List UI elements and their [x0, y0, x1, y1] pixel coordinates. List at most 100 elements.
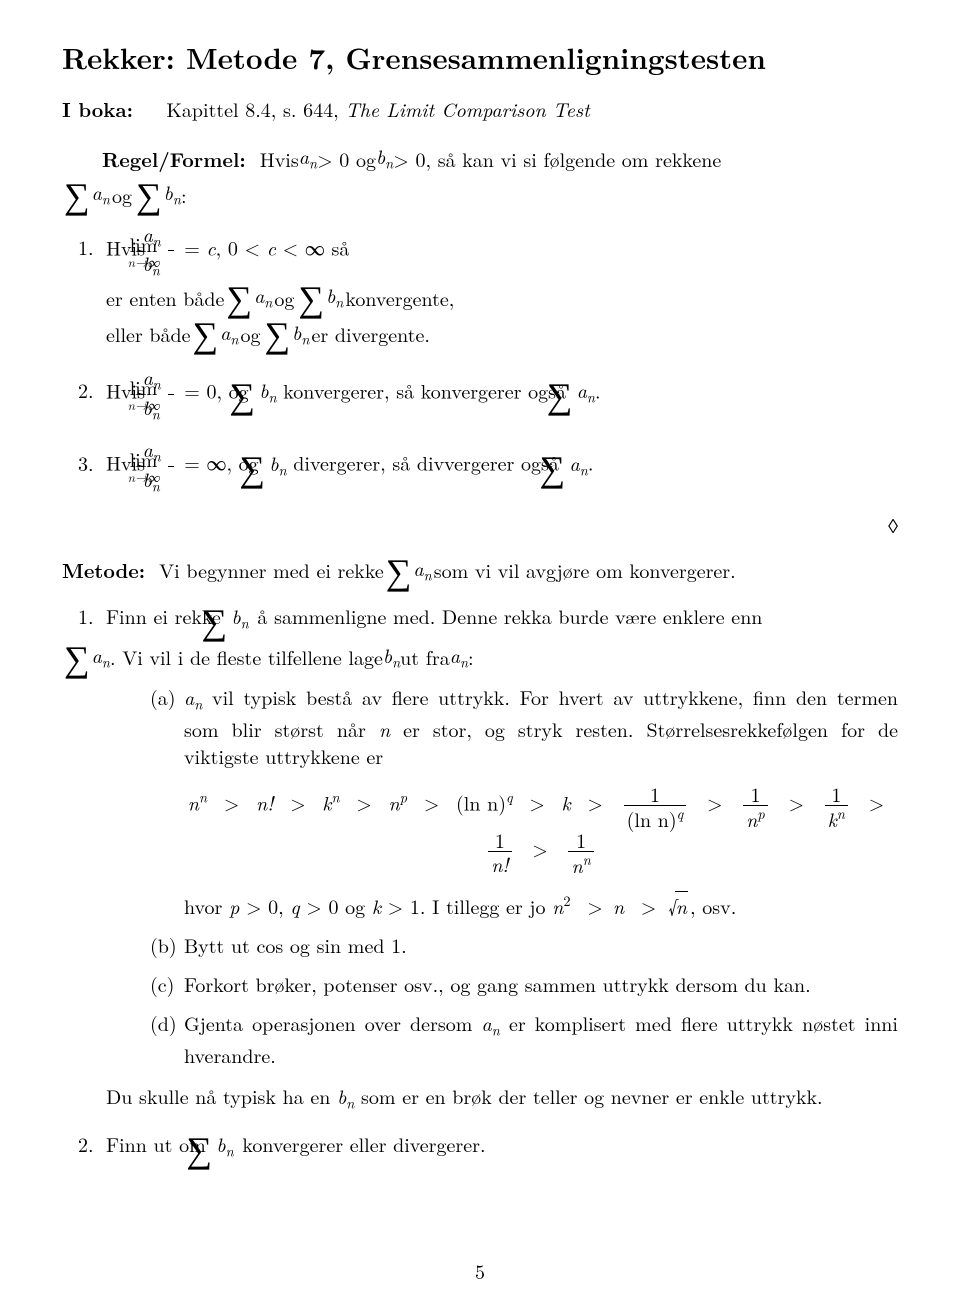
marker: 3.	[78, 449, 106, 476]
book-reference: I boka: Kapittel 8.4, s. 644, The Limit …	[62, 95, 898, 122]
sub-a-tail: hvor p > 0, q > 0 og k > 1. I tillegg er…	[184, 891, 898, 919]
sym-n: n	[613, 891, 624, 920]
marker: (a)	[150, 683, 184, 710]
sym-bn: bn	[259, 375, 276, 404]
sym-bn: bn	[337, 1081, 354, 1110]
txt: er divergente.	[311, 320, 429, 347]
method-item-2: 2.Finn ut om ∑bn konvergerer eller diver…	[62, 1130, 898, 1164]
sym-c: c	[206, 232, 215, 261]
sym-an: an	[220, 318, 238, 350]
v: k	[322, 787, 331, 816]
txt: > 0,	[239, 891, 290, 920]
sqrt-icon: n	[668, 891, 688, 919]
frac: 1 n!	[488, 829, 511, 874]
sub-d: (d)Gjenta operasjonen over dersom an er …	[106, 1009, 898, 1068]
sym-an: an	[450, 641, 468, 673]
marker: (d)	[150, 1009, 184, 1036]
page-number: 5	[0, 1257, 960, 1284]
method-label: Metode:	[62, 556, 145, 583]
ref-text-ital: The Limit Comparison Test	[345, 94, 589, 123]
txt: > 1. I tillegg er jo	[381, 891, 552, 920]
txt: .	[588, 448, 594, 477]
sum-icon: ∑	[64, 178, 90, 210]
frac: an bn	[168, 438, 174, 494]
sym-bn: bn	[269, 448, 286, 477]
txt: Hvis	[260, 145, 299, 172]
ref-label: I boka:	[62, 94, 133, 123]
sym-bn: bn	[376, 142, 393, 174]
rule-item-3: 3.Hvis limn→∞ an bn = ∞, og ∑bn diverger…	[62, 438, 898, 494]
end-of-rule-diamond-icon: ◊	[62, 511, 898, 538]
sym-bn: bn	[326, 281, 343, 313]
v: n	[388, 787, 399, 816]
txt: og	[241, 320, 261, 347]
sym-an: an	[92, 641, 110, 673]
rule-list: 1.Hvis limn→∞ an bn = c, 0 < c < ∞ så er…	[62, 223, 898, 495]
marker: 1.	[78, 602, 106, 629]
method1-line2: ∑ an . Vi vil i de fleste tilfellene lag…	[62, 641, 898, 673]
sym-an: an	[482, 1008, 500, 1037]
frac: 1 nn	[568, 829, 593, 875]
txt: konvergerer eller divergerer.	[236, 1129, 486, 1158]
txt: .	[595, 375, 601, 404]
sym-an: an	[184, 682, 202, 711]
marker: 2.	[78, 376, 106, 403]
txt: Du skulle nå typisk ha en	[106, 1081, 337, 1110]
txt: , 0 <	[216, 232, 267, 261]
marker: 2.	[78, 1130, 106, 1157]
sum-icon: ∑	[136, 178, 162, 210]
frac: 1 (ln n)q	[624, 783, 687, 829]
txt: hvor	[184, 891, 229, 920]
method-intro: Metode: Vi begynner med ei rekke ∑ an so…	[62, 554, 898, 586]
v: (ln n)	[456, 787, 506, 816]
sum-icon: ∑	[193, 317, 219, 349]
sum-icon: ∑	[265, 317, 291, 349]
txt: . Vi vil i de fleste tilfellene lage	[110, 643, 383, 670]
txt: som er en brøk der teller og nevner er e…	[354, 1081, 822, 1110]
txt: divergerer, så divvergerer også	[287, 448, 566, 477]
txt: Forkort brøker, potenser osv., og gang s…	[184, 969, 811, 998]
ref-text-plain: Kapittel 8.4, s. 644,	[166, 94, 345, 123]
rule-item-2: 2.Hvis limn→∞ an bn = 0, og ∑bn konverge…	[62, 366, 898, 422]
txt: > 0 og	[317, 145, 376, 172]
frac: an bn	[168, 366, 174, 422]
frac: an bn	[168, 223, 174, 279]
sum-icon: ∑	[64, 641, 90, 673]
marker: (b)	[150, 931, 184, 958]
sub-b: (b)Bytt ut cos og sin med 1.	[106, 931, 898, 958]
v: p	[400, 787, 407, 807]
method-list: 1.Finn ei rekke ∑bn å sammenligne med. D…	[62, 602, 898, 1164]
sym-an: an	[92, 178, 110, 210]
txt: Gjenta operasjonen over dersom	[184, 1008, 482, 1037]
sym-an: an	[299, 142, 317, 174]
n2: n	[552, 891, 563, 920]
v: k	[562, 787, 571, 816]
rule-block: Regel/Formel: Hvis an > 0 og bn > 0, så …	[102, 142, 898, 174]
txt: som vi vil avgjøre om konvergerer.	[434, 556, 736, 583]
sum-icon: ∑	[226, 281, 252, 313]
v: n	[199, 787, 207, 807]
txt: eller både	[106, 320, 191, 347]
v: n!	[256, 787, 273, 816]
sym-bn: bn	[383, 641, 400, 673]
txt: ut fra	[400, 643, 450, 670]
sum-icon: ∑	[298, 281, 324, 313]
sym-bn: bn	[292, 318, 309, 350]
sym-k: k	[372, 891, 381, 920]
sym-an: an	[577, 375, 595, 404]
rule1-line2: er enten både ∑ an og ∑ bn konvergente,	[106, 281, 898, 313]
txt: :	[468, 643, 474, 670]
txt: > 0, så kan vi si følgende om rekkene	[393, 145, 721, 172]
sym-n: n	[379, 714, 390, 743]
txt: :	[181, 181, 187, 208]
txt: < ∞ så	[276, 232, 349, 261]
sym-c: c	[267, 232, 276, 261]
txt: , osv.	[690, 891, 736, 920]
frac: 1 kn	[825, 783, 848, 829]
sym-an: an	[570, 448, 588, 477]
rule-item-1: 1.Hvis limn→∞ an bn = c, 0 < c < ∞ så er…	[62, 223, 898, 350]
sym-p: p	[229, 891, 239, 920]
rule-label: Regel/Formel:	[102, 145, 246, 172]
method1-out: Du skulle nå typisk ha en bn som er en b…	[106, 1082, 898, 1114]
sum-icon: ∑	[386, 554, 412, 586]
